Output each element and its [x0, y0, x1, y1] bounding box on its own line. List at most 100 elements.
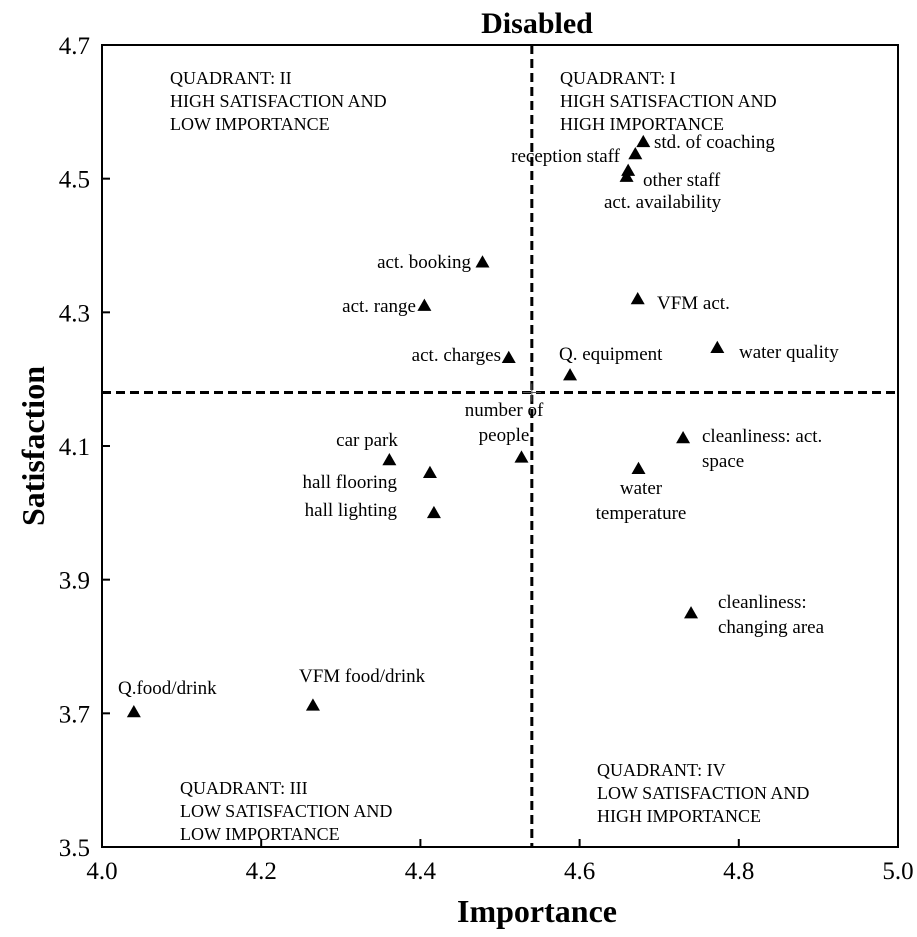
- x-tick-label: 5.0: [882, 858, 913, 885]
- data-point-label: car park: [336, 430, 398, 451]
- data-point-label: Q. equipment: [559, 344, 663, 365]
- quadrant-label-line: QUADRANT: I: [560, 68, 676, 88]
- data-point-marker: [628, 146, 643, 160]
- data-point-label-line: space: [702, 451, 744, 472]
- data-point-label-line: act. booking: [377, 252, 471, 273]
- data-point-label: act. range: [342, 296, 416, 317]
- y-tick-label: 4.7: [59, 33, 90, 60]
- data-point-label: act. availability: [604, 192, 722, 213]
- data-point-marker: [475, 255, 490, 268]
- data-point-marker: [631, 461, 646, 474]
- data-point-label: std. of coaching: [654, 132, 775, 153]
- data-point-label-line: temperature: [596, 503, 687, 524]
- data-point-label-line: VFM food/drink: [299, 666, 426, 687]
- quadrant-label-line: LOW SATISFACTION AND: [597, 783, 809, 803]
- data-point-label-line: std. of coaching: [654, 132, 775, 153]
- data-point-label: water temperature: [596, 478, 687, 524]
- data-point-label: number of people: [465, 400, 544, 446]
- quadrant-label-q3: QUADRANT: III LOW SATISFACTION AND LOW IMP…: [180, 778, 392, 844]
- data-point-label-line: cleanliness:: [718, 592, 807, 613]
- data-point-marker: [417, 298, 432, 311]
- data-point-marker: [305, 698, 320, 711]
- data-point-label: act. booking: [377, 252, 471, 273]
- data-point-marker: [676, 430, 691, 444]
- data-point-label-line: water quality: [739, 342, 839, 363]
- data-point-label: hall lighting: [305, 500, 398, 521]
- data-point-label-line: other staff: [643, 170, 721, 191]
- data-point-label: VFM food/drink: [299, 666, 426, 687]
- quadrant-label-line: QUADRANT: II: [170, 68, 292, 88]
- data-point-marker: [621, 163, 636, 176]
- data-point-marker: [710, 340, 725, 354]
- data-point-label-line: VFM act.: [657, 293, 730, 314]
- quadrant-label-q4: QUADRANT: IV LOW SATISFACTION AND HIGH IMP…: [597, 760, 809, 826]
- data-point-marker: [382, 453, 397, 466]
- data-point-label: other staff: [643, 170, 721, 191]
- x-axis-label: Importance: [457, 893, 617, 929]
- data-point-label-line: Q.food/drink: [118, 678, 217, 699]
- data-point-label: VFM act.: [657, 293, 730, 314]
- data-point-label-line: changing area: [718, 617, 825, 638]
- quadrant-label-q1: QUADRANT: I HIGH SATISFACTION AND HIGH IMP…: [560, 68, 777, 134]
- data-point-label-line: car park: [336, 430, 398, 451]
- x-tick-label: 4.2: [246, 858, 277, 885]
- data-point-label: reception staff: [511, 146, 621, 167]
- y-axis: 3.5 3.7 3.9 4.1 4.3 4.5 4.7: [59, 33, 110, 862]
- data-point-marker: [422, 465, 437, 478]
- quadrant-label-line: HIGH IMPORTANCE: [597, 806, 761, 826]
- data-point-marker: [636, 134, 651, 148]
- data-point-marker: [684, 606, 699, 619]
- quadrant-labels: QUADRANT: I HIGH SATISFACTION AND HIGH IMP…: [170, 68, 809, 844]
- data-point-label-line: hall flooring: [303, 472, 398, 493]
- quadrant-label-line: LOW IMPORTANCE: [170, 114, 330, 134]
- data-point-label: water quality: [739, 342, 839, 363]
- data-point-label-line: people: [479, 425, 530, 446]
- y-axis-label: Satisfaction: [15, 366, 51, 526]
- y-tick-label: 4.5: [59, 167, 90, 194]
- data-point-label: Q.food/drink: [118, 678, 217, 699]
- x-tick-label: 4.0: [86, 858, 117, 885]
- data-point-label-line: act. charges: [412, 345, 501, 366]
- x-tick-label: 4.6: [564, 858, 595, 885]
- quadrant-label-line: HIGH IMPORTANCE: [560, 114, 724, 134]
- data-point-marker: [514, 450, 529, 463]
- data-point-label-line: cleanliness: act.: [702, 426, 822, 447]
- y-tick-label: 3.5: [59, 835, 90, 862]
- quadrant-label-q2: QUADRANT: II HIGH SATISFACTION AND LOW IMP…: [170, 68, 387, 134]
- data-point-marker: [630, 291, 645, 305]
- data-point-label-line: water: [620, 478, 663, 499]
- quadrant-label-line: QUADRANT: IV: [597, 760, 726, 780]
- chart-title: Disabled: [481, 7, 593, 40]
- data-point-label-line: act. range: [342, 296, 416, 317]
- data-point-label-line: Q. equipment: [559, 344, 663, 365]
- x-tick-label: 4.8: [723, 858, 754, 885]
- quadrant-label-line: LOW IMPORTANCE: [180, 824, 340, 844]
- y-tick-label: 3.7: [59, 701, 90, 728]
- y-tick-label: 4.1: [59, 434, 90, 461]
- y-tick-label: 4.3: [59, 300, 90, 327]
- data-point-label: cleanliness: changing area: [718, 592, 825, 638]
- quadrant-label-line: QUADRANT: III: [180, 778, 308, 798]
- data-point-label: act. charges: [412, 345, 501, 366]
- data-point-marker: [619, 169, 634, 182]
- x-tick-label: 4.4: [405, 858, 437, 885]
- data-point-label-line: hall lighting: [305, 500, 398, 521]
- y-tick-label: 3.9: [59, 568, 90, 595]
- data-point-marker: [426, 505, 441, 519]
- quadrant-label-line: LOW SATISFACTION AND: [180, 801, 392, 821]
- data-point-marker: [501, 350, 516, 364]
- data-point-label-line: number of: [465, 400, 544, 421]
- quadrant-label-line: HIGH SATISFACTION AND: [170, 91, 387, 111]
- data-point-label-line: reception staff: [511, 146, 621, 167]
- x-axis: 4.0 4.2 4.4 4.6 4.8 5.0: [86, 839, 914, 885]
- quadrant-label-line: HIGH SATISFACTION AND: [560, 91, 777, 111]
- data-point-label: cleanliness: act. space: [702, 426, 822, 472]
- data-points: std. of coaching reception staff other sta…: [118, 132, 839, 718]
- data-point-marker: [563, 368, 578, 381]
- data-point-marker: [126, 704, 141, 718]
- data-point-label: hall flooring: [303, 472, 398, 493]
- data-point-label-line: act. availability: [604, 192, 722, 213]
- mean-lines: [102, 45, 898, 847]
